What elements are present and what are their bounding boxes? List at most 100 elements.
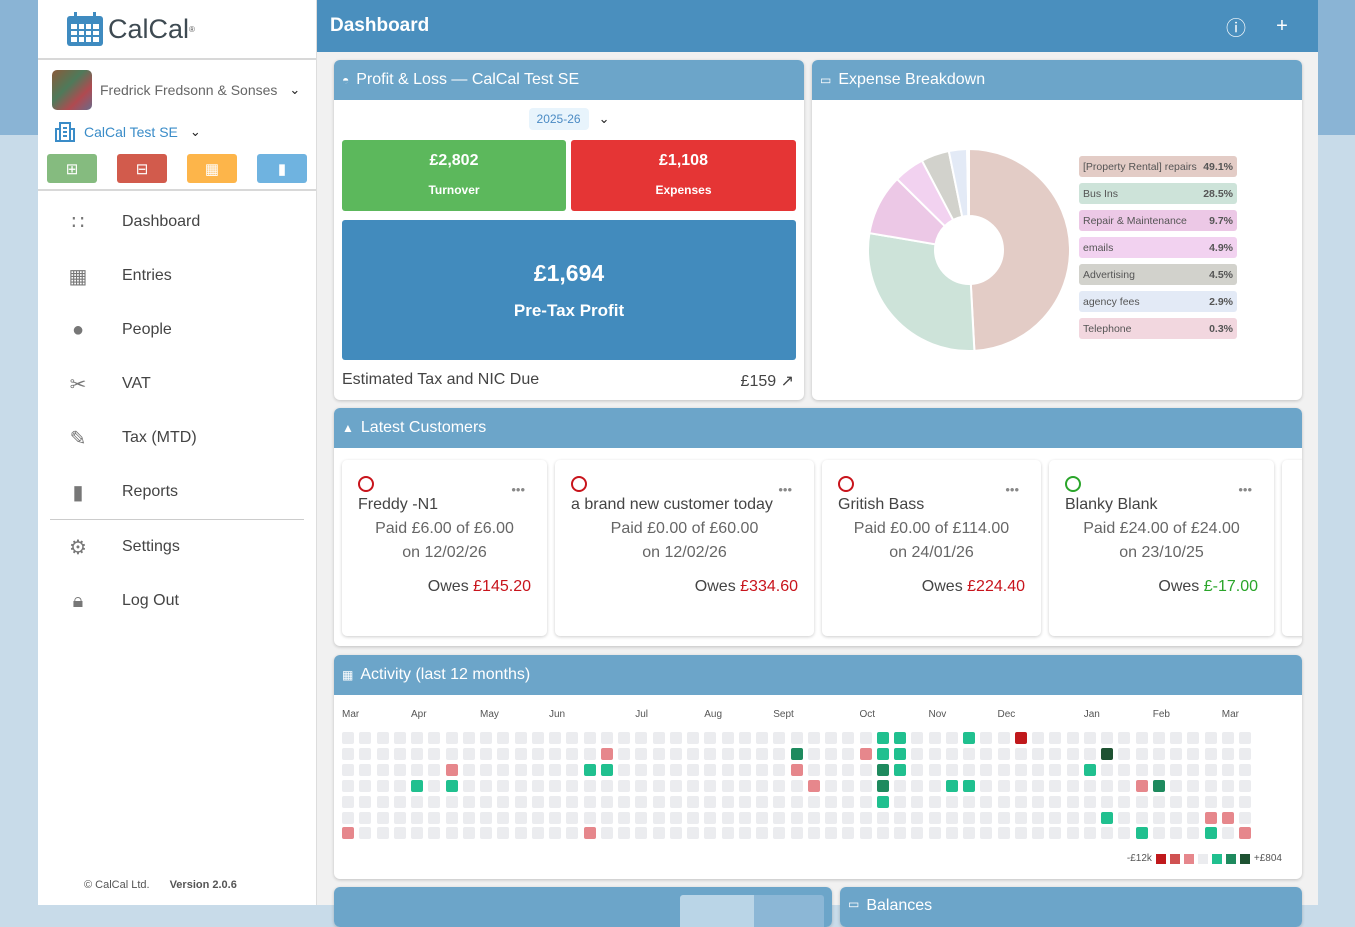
- heatmap-cell[interactable]: [928, 795, 941, 808]
- heatmap-cell[interactable]: [635, 747, 648, 760]
- heatmap-cell[interactable]: [652, 747, 665, 760]
- heatmap-cell[interactable]: [1014, 763, 1027, 776]
- heatmap-cell[interactable]: [445, 811, 458, 824]
- heatmap-cell[interactable]: [462, 732, 475, 744]
- heatmap-cell[interactable]: [549, 763, 561, 776]
- heatmap-cell[interactable]: [894, 811, 906, 824]
- heatmap-cell[interactable]: [635, 763, 648, 776]
- heatmap-cell[interactable]: [618, 747, 630, 760]
- heatmap-cell[interactable]: [1239, 795, 1251, 808]
- heatmap-cell[interactable]: [566, 827, 579, 840]
- heatmap-cell[interactable]: [583, 732, 596, 744]
- heatmap-cell[interactable]: [600, 795, 613, 808]
- heatmap-cell[interactable]: [807, 763, 820, 776]
- sidebar-item-vat[interactable]: ✂ VAT: [38, 357, 316, 411]
- heatmap-cell[interactable]: [1135, 747, 1148, 760]
- heatmap-cell[interactable]: [859, 747, 872, 760]
- heatmap-cell[interactable]: [531, 763, 544, 776]
- heatmap-cell[interactable]: [790, 827, 803, 840]
- heatmap-cell[interactable]: [1066, 779, 1079, 792]
- heatmap-cell[interactable]: [1066, 795, 1079, 808]
- heatmap-cell[interactable]: [963, 827, 975, 840]
- heatmap-cell[interactable]: [911, 795, 924, 808]
- heatmap-cell[interactable]: [497, 747, 510, 760]
- heatmap-cell[interactable]: [1204, 763, 1217, 776]
- heatmap-cell[interactable]: [376, 763, 389, 776]
- heatmap-cell[interactable]: [514, 795, 527, 808]
- heatmap-cell[interactable]: [652, 779, 665, 792]
- heatmap-cell[interactable]: [1049, 763, 1062, 776]
- heatmap-cell[interactable]: [411, 795, 423, 808]
- heatmap-cell[interactable]: [756, 763, 768, 776]
- heatmap-cell[interactable]: [1204, 811, 1217, 824]
- heatmap-cell[interactable]: [411, 827, 423, 840]
- heatmap-cell[interactable]: [928, 732, 941, 744]
- heatmap-cell[interactable]: [876, 827, 889, 840]
- heatmap-cell[interactable]: [376, 747, 389, 760]
- sidebar-item-tax[interactable]: ✎ Tax (MTD): [38, 411, 316, 465]
- heatmap-cell[interactable]: [1152, 795, 1165, 808]
- heatmap-cell[interactable]: [1187, 732, 1200, 744]
- heatmap-cell[interactable]: [1170, 763, 1182, 776]
- heatmap-cell[interactable]: [618, 811, 630, 824]
- customer-card[interactable]: ••• Freddy -N1 Paid £6.00 of £6.00 on 12…: [342, 460, 547, 636]
- heatmap-cell[interactable]: [359, 795, 372, 808]
- heatmap-cell[interactable]: [997, 747, 1010, 760]
- heatmap-cell[interactable]: [480, 811, 492, 824]
- heatmap-cell[interactable]: [997, 795, 1010, 808]
- heatmap-cell[interactable]: [531, 747, 544, 760]
- heatmap-cell[interactable]: [1187, 747, 1200, 760]
- heatmap-cell[interactable]: [445, 795, 458, 808]
- heatmap-cell[interactable]: [1014, 795, 1027, 808]
- heatmap-cell[interactable]: [876, 763, 889, 776]
- heatmap-cell[interactable]: [980, 795, 993, 808]
- heatmap-cell[interactable]: [721, 763, 734, 776]
- heatmap-cell[interactable]: [1170, 747, 1182, 760]
- heatmap-cell[interactable]: [876, 747, 889, 760]
- heatmap-cell[interactable]: [583, 779, 596, 792]
- heatmap-cell[interactable]: [1049, 811, 1062, 824]
- heatmap-cell[interactable]: [1204, 747, 1217, 760]
- heatmap-cell[interactable]: [393, 795, 406, 808]
- heatmap-cell[interactable]: [635, 811, 648, 824]
- heatmap-cell[interactable]: [1066, 827, 1079, 840]
- heatmap-cell[interactable]: [652, 732, 665, 744]
- heatmap-cell[interactable]: [1135, 779, 1148, 792]
- heatmap-cell[interactable]: [428, 779, 441, 792]
- heatmap-cell[interactable]: [1239, 747, 1251, 760]
- heatmap-cell[interactable]: [342, 747, 354, 760]
- heatmap-cell[interactable]: [497, 795, 510, 808]
- heatmap-cell[interactable]: [428, 795, 441, 808]
- heatmap-cell[interactable]: [1118, 747, 1131, 760]
- heatmap-cell[interactable]: [773, 811, 786, 824]
- heatmap-cell[interactable]: [618, 779, 630, 792]
- heatmap-cell[interactable]: [894, 763, 906, 776]
- heatmap-cell[interactable]: [669, 779, 682, 792]
- heatmap-cell[interactable]: [600, 732, 613, 744]
- heatmap-cell[interactable]: [859, 795, 872, 808]
- heatmap-cell[interactable]: [618, 732, 630, 744]
- heatmap-cell[interactable]: [1032, 747, 1044, 760]
- heatmap-cell[interactable]: [842, 732, 855, 744]
- heatmap-cell[interactable]: [583, 795, 596, 808]
- heatmap-cell[interactable]: [359, 732, 372, 744]
- profit-tile[interactable]: £1,694 Pre-Tax Profit: [342, 220, 796, 360]
- heatmap-cell[interactable]: [963, 747, 975, 760]
- heatmap-cell[interactable]: [911, 763, 924, 776]
- logo[interactable]: CalCal ®: [38, 0, 316, 60]
- heatmap-cell[interactable]: [1187, 827, 1200, 840]
- heatmap-cell[interactable]: [531, 827, 544, 840]
- heatmap-cell[interactable]: [790, 763, 803, 776]
- heatmap-cell[interactable]: [342, 795, 354, 808]
- turnover-tile[interactable]: £2,802 Turnover: [342, 140, 566, 211]
- heatmap-cell[interactable]: [497, 779, 510, 792]
- heatmap-cell[interactable]: [738, 795, 751, 808]
- heatmap-cell[interactable]: [687, 811, 699, 824]
- heatmap-cell[interactable]: [980, 763, 993, 776]
- heatmap-cell[interactable]: [738, 732, 751, 744]
- heatmap-cell[interactable]: [687, 779, 699, 792]
- heatmap-cell[interactable]: [773, 827, 786, 840]
- heatmap-cell[interactable]: [721, 827, 734, 840]
- heatmap-cell[interactable]: [1083, 747, 1096, 760]
- heatmap-cell[interactable]: [980, 732, 993, 744]
